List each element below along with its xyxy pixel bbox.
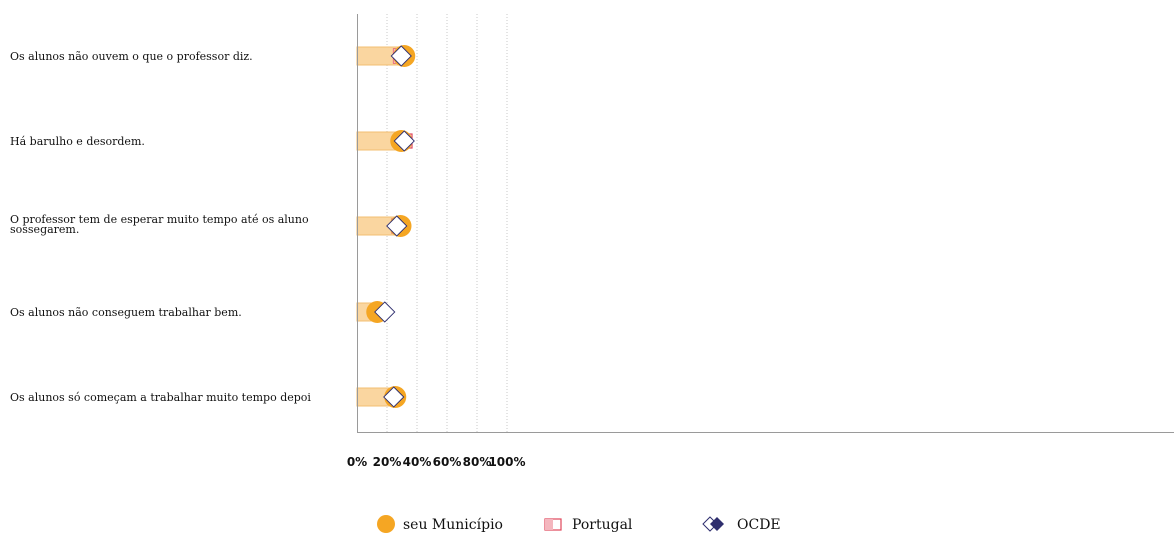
category-label: Há barulho e desordem. <box>10 135 145 148</box>
legend-portugal-label: Portugal <box>572 517 633 533</box>
x-tick-label: 100% <box>488 455 525 469</box>
x-axis-ticks: 0% 20% 40% 60% 80%100% <box>347 455 526 469</box>
legend-ocde-label: OCDE <box>737 517 781 533</box>
category-label: Os alunos não conseguem trabalhar bem. <box>10 306 242 319</box>
legend: seu Município Portugal OCDE <box>377 515 781 533</box>
legend-ocde-icon <box>710 517 724 531</box>
ocde-marker <box>374 301 396 323</box>
x-tick-label: 0% <box>347 455 367 469</box>
legend-municipio-icon <box>377 515 395 533</box>
ocde-marker <box>386 215 408 237</box>
ocde-marker <box>393 130 415 152</box>
markers <box>366 45 416 408</box>
grid-lines <box>386 14 508 432</box>
legend-portugal-icon-fill <box>545 519 553 530</box>
ocde-marker <box>390 45 412 67</box>
category-labels: Os alunos não ouvem o que o professor di… <box>10 50 311 404</box>
category-label: Os alunos só começam a trabalhar muito t… <box>10 391 311 404</box>
legend-municipio-label: seu Município <box>403 517 503 533</box>
x-tick-label: 20% <box>373 455 402 469</box>
x-tick-label: 80% <box>463 455 492 469</box>
ocde-marker <box>383 386 405 408</box>
x-tick-label: 40% <box>403 455 432 469</box>
x-tick-label: 60% <box>433 455 462 469</box>
category-label: O professor tem de esperar muito tempo a… <box>10 213 309 236</box>
category-label: Os alunos não ouvem o que o professor di… <box>10 50 253 63</box>
